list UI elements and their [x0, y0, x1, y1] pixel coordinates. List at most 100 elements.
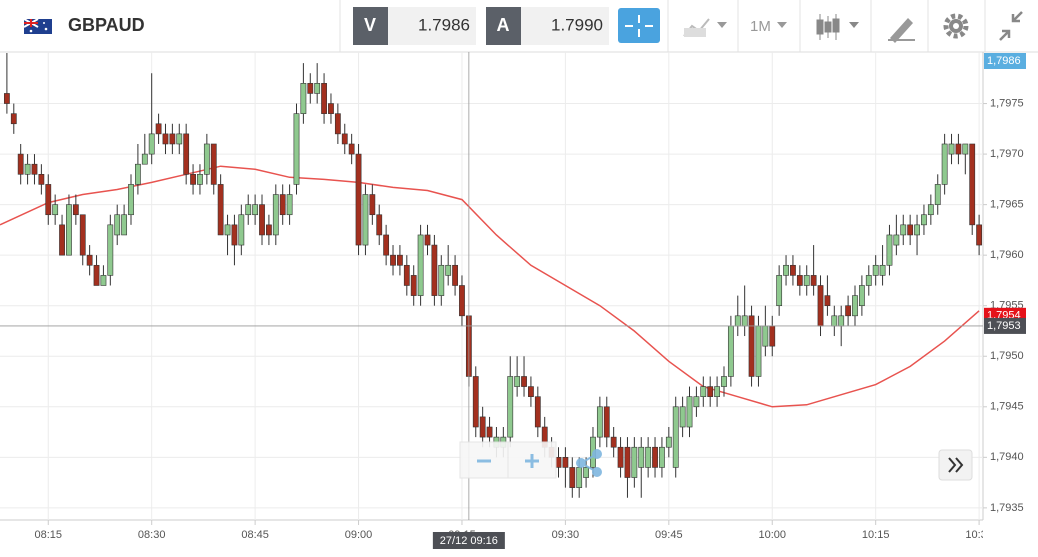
candle: [162, 123, 169, 155]
scroll-right-button[interactable]: [938, 449, 973, 481]
x-tick-label: 09:00: [345, 529, 373, 541]
candle: [727, 315, 734, 387]
crosshair-time-box: [432, 532, 505, 549]
candle: [659, 437, 665, 478]
candle-body: [472, 376, 479, 428]
candle: [769, 315, 776, 357]
candle: [369, 184, 376, 225]
candle-body: [914, 224, 920, 236]
candle-body: [645, 446, 652, 468]
x-tick-label: 09:45: [655, 529, 683, 541]
candle: [183, 123, 190, 185]
candle: [796, 265, 803, 296]
buy-button[interactable]: A 1.7990: [486, 7, 609, 45]
candle: [114, 204, 121, 246]
candle-body: [631, 446, 638, 478]
candle: [155, 113, 162, 144]
candle-body: [721, 376, 727, 387]
symbol: GBPAUD: [68, 15, 145, 35]
candle-body: [376, 214, 383, 236]
candle: [38, 164, 45, 195]
settings-button[interactable]: [943, 13, 969, 39]
candle-body: [10, 113, 17, 125]
candle-body: [314, 83, 321, 94]
y-tick-label: 1,7970: [990, 148, 1024, 160]
candle: [914, 214, 920, 256]
candle-body: [24, 163, 31, 175]
x-tick-label: 08:30: [138, 529, 166, 541]
candle-body: [576, 467, 583, 488]
candle-body: [686, 396, 693, 428]
chart-type-button[interactable]: [683, 18, 727, 37]
candle: [3, 53, 10, 114]
sell-button[interactable]: V 1.7986: [353, 7, 476, 45]
candle-body: [624, 446, 631, 478]
candle: [721, 366, 727, 397]
candle: [307, 73, 314, 104]
candle: [403, 255, 410, 296]
candle-body: [810, 275, 817, 286]
candle-body: [603, 406, 610, 438]
x-tick-label: 10:15: [862, 529, 890, 541]
candle-body: [693, 396, 700, 408]
candle-body: [293, 113, 300, 185]
candle: [528, 376, 534, 407]
candle: [665, 427, 672, 458]
candle: [86, 245, 93, 276]
candle-body: [831, 315, 838, 327]
candle: [872, 255, 879, 286]
collapse-button[interactable]: [999, 11, 1023, 41]
candle: [603, 396, 610, 448]
candle: [645, 437, 652, 478]
candle: [376, 204, 383, 246]
candle: [279, 184, 286, 225]
candle-body: [410, 275, 417, 296]
candle-body: [534, 396, 541, 428]
candle: [852, 285, 858, 326]
candle-body: [672, 406, 679, 468]
candle-body: [362, 194, 369, 246]
candle: [631, 437, 638, 488]
candle-style-button[interactable]: [816, 14, 859, 40]
candle: [121, 204, 128, 236]
candle-body: [755, 325, 762, 377]
candle: [45, 174, 52, 225]
candle-body: [328, 103, 334, 114]
candle: [934, 174, 941, 215]
candle: [893, 214, 900, 256]
candle-body: [224, 224, 231, 236]
candle: [955, 133, 962, 165]
candle: [224, 214, 231, 256]
candle-body: [583, 467, 589, 478]
candle-body: [514, 376, 521, 387]
candle: [831, 305, 838, 337]
x-tick-label: 08:45: [241, 529, 269, 541]
candle-body: [100, 275, 107, 286]
y-tick-label: 1,7950: [990, 350, 1024, 362]
candle-body: [528, 386, 534, 397]
share-button[interactable]: [576, 449, 602, 477]
zoom-in-button[interactable]: [525, 454, 539, 468]
timeframe-button[interactable]: 1M: [750, 18, 787, 35]
candle: [762, 305, 769, 357]
candle: [286, 184, 293, 225]
candle-body: [307, 83, 314, 94]
candle-body: [438, 264, 445, 296]
candle-body: [872, 264, 879, 276]
candle: [748, 305, 755, 387]
candle-body: [783, 264, 789, 276]
candle-body: [796, 275, 803, 286]
crosshair-button[interactable]: [618, 8, 660, 43]
candle-body: [397, 254, 403, 266]
draw-button[interactable]: [888, 18, 915, 43]
candle-body: [183, 133, 190, 175]
candle-body: [321, 83, 327, 114]
candle-body: [824, 295, 831, 307]
candle: [817, 275, 824, 337]
candle-body: [279, 194, 286, 216]
candle-body: [969, 143, 976, 226]
candle-body: [734, 315, 741, 327]
candle: [417, 224, 424, 306]
candle: [79, 214, 86, 266]
y-tick-label: 1,7960: [990, 249, 1024, 261]
